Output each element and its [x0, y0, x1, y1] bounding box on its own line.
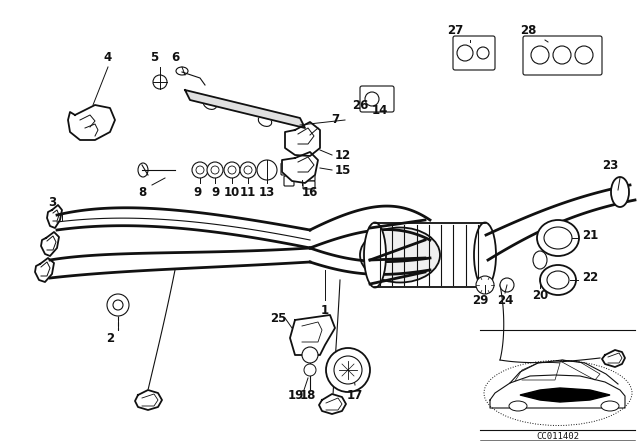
Text: 4: 4	[104, 51, 112, 64]
Circle shape	[531, 46, 549, 64]
Text: 18: 18	[300, 388, 316, 401]
Polygon shape	[68, 105, 115, 140]
Text: 2: 2	[106, 332, 114, 345]
Polygon shape	[285, 122, 320, 156]
FancyBboxPatch shape	[360, 86, 394, 112]
Text: 28: 28	[520, 23, 536, 36]
Circle shape	[192, 162, 208, 178]
Text: 22: 22	[582, 271, 598, 284]
Text: 9: 9	[211, 185, 219, 198]
Text: 29: 29	[472, 293, 488, 306]
FancyBboxPatch shape	[523, 36, 602, 75]
Ellipse shape	[533, 251, 547, 269]
Ellipse shape	[138, 163, 148, 177]
Circle shape	[224, 162, 240, 178]
Text: 23: 23	[602, 159, 618, 172]
Polygon shape	[135, 390, 162, 410]
Text: 12: 12	[335, 148, 351, 161]
Ellipse shape	[611, 177, 629, 207]
Polygon shape	[41, 232, 59, 256]
Polygon shape	[185, 90, 305, 128]
Circle shape	[334, 356, 362, 384]
Circle shape	[240, 162, 256, 178]
Text: 13: 13	[259, 185, 275, 198]
Text: 11: 11	[240, 185, 256, 198]
Text: 5: 5	[150, 51, 158, 64]
Polygon shape	[290, 315, 335, 355]
Ellipse shape	[601, 401, 619, 411]
Ellipse shape	[544, 227, 572, 249]
Circle shape	[575, 46, 593, 64]
Ellipse shape	[176, 67, 188, 75]
Circle shape	[257, 160, 277, 180]
Text: 10: 10	[224, 185, 240, 198]
Text: 3: 3	[48, 195, 56, 208]
Text: 27: 27	[447, 23, 463, 36]
Circle shape	[500, 278, 514, 292]
Text: 19: 19	[288, 388, 304, 401]
Polygon shape	[520, 388, 610, 402]
Ellipse shape	[474, 223, 496, 288]
Polygon shape	[319, 394, 346, 414]
Polygon shape	[35, 258, 54, 282]
Text: 24: 24	[497, 293, 513, 306]
Text: 15: 15	[335, 164, 351, 177]
Ellipse shape	[364, 223, 386, 288]
Circle shape	[365, 92, 379, 106]
Text: 7: 7	[331, 112, 339, 125]
Text: 17: 17	[347, 388, 363, 401]
Text: CC011402: CC011402	[536, 431, 579, 440]
Ellipse shape	[540, 265, 576, 295]
Ellipse shape	[537, 220, 579, 256]
Ellipse shape	[360, 228, 440, 283]
FancyBboxPatch shape	[284, 176, 294, 186]
FancyBboxPatch shape	[303, 181, 315, 189]
Ellipse shape	[259, 116, 272, 126]
Polygon shape	[47, 205, 62, 228]
Text: 6: 6	[171, 51, 179, 64]
Circle shape	[304, 364, 316, 376]
Text: 8: 8	[138, 185, 146, 198]
Polygon shape	[602, 350, 625, 367]
Text: 20: 20	[532, 289, 548, 302]
Circle shape	[553, 46, 571, 64]
Text: 9: 9	[194, 185, 202, 198]
Circle shape	[477, 47, 489, 59]
Circle shape	[302, 347, 318, 363]
Text: 26: 26	[352, 99, 368, 112]
FancyBboxPatch shape	[453, 36, 495, 70]
Ellipse shape	[509, 401, 527, 411]
Ellipse shape	[547, 271, 569, 289]
Polygon shape	[282, 152, 318, 183]
Circle shape	[207, 162, 223, 178]
Circle shape	[457, 45, 473, 61]
Ellipse shape	[204, 99, 217, 109]
Text: 16: 16	[302, 185, 318, 198]
Text: 14: 14	[372, 103, 388, 116]
Text: 21: 21	[582, 228, 598, 241]
Circle shape	[476, 276, 494, 294]
FancyBboxPatch shape	[281, 163, 293, 175]
Circle shape	[326, 348, 370, 392]
Circle shape	[153, 75, 167, 89]
Text: 1: 1	[321, 303, 329, 316]
Text: 25: 25	[270, 311, 286, 324]
FancyBboxPatch shape	[301, 171, 315, 181]
Circle shape	[107, 294, 129, 316]
